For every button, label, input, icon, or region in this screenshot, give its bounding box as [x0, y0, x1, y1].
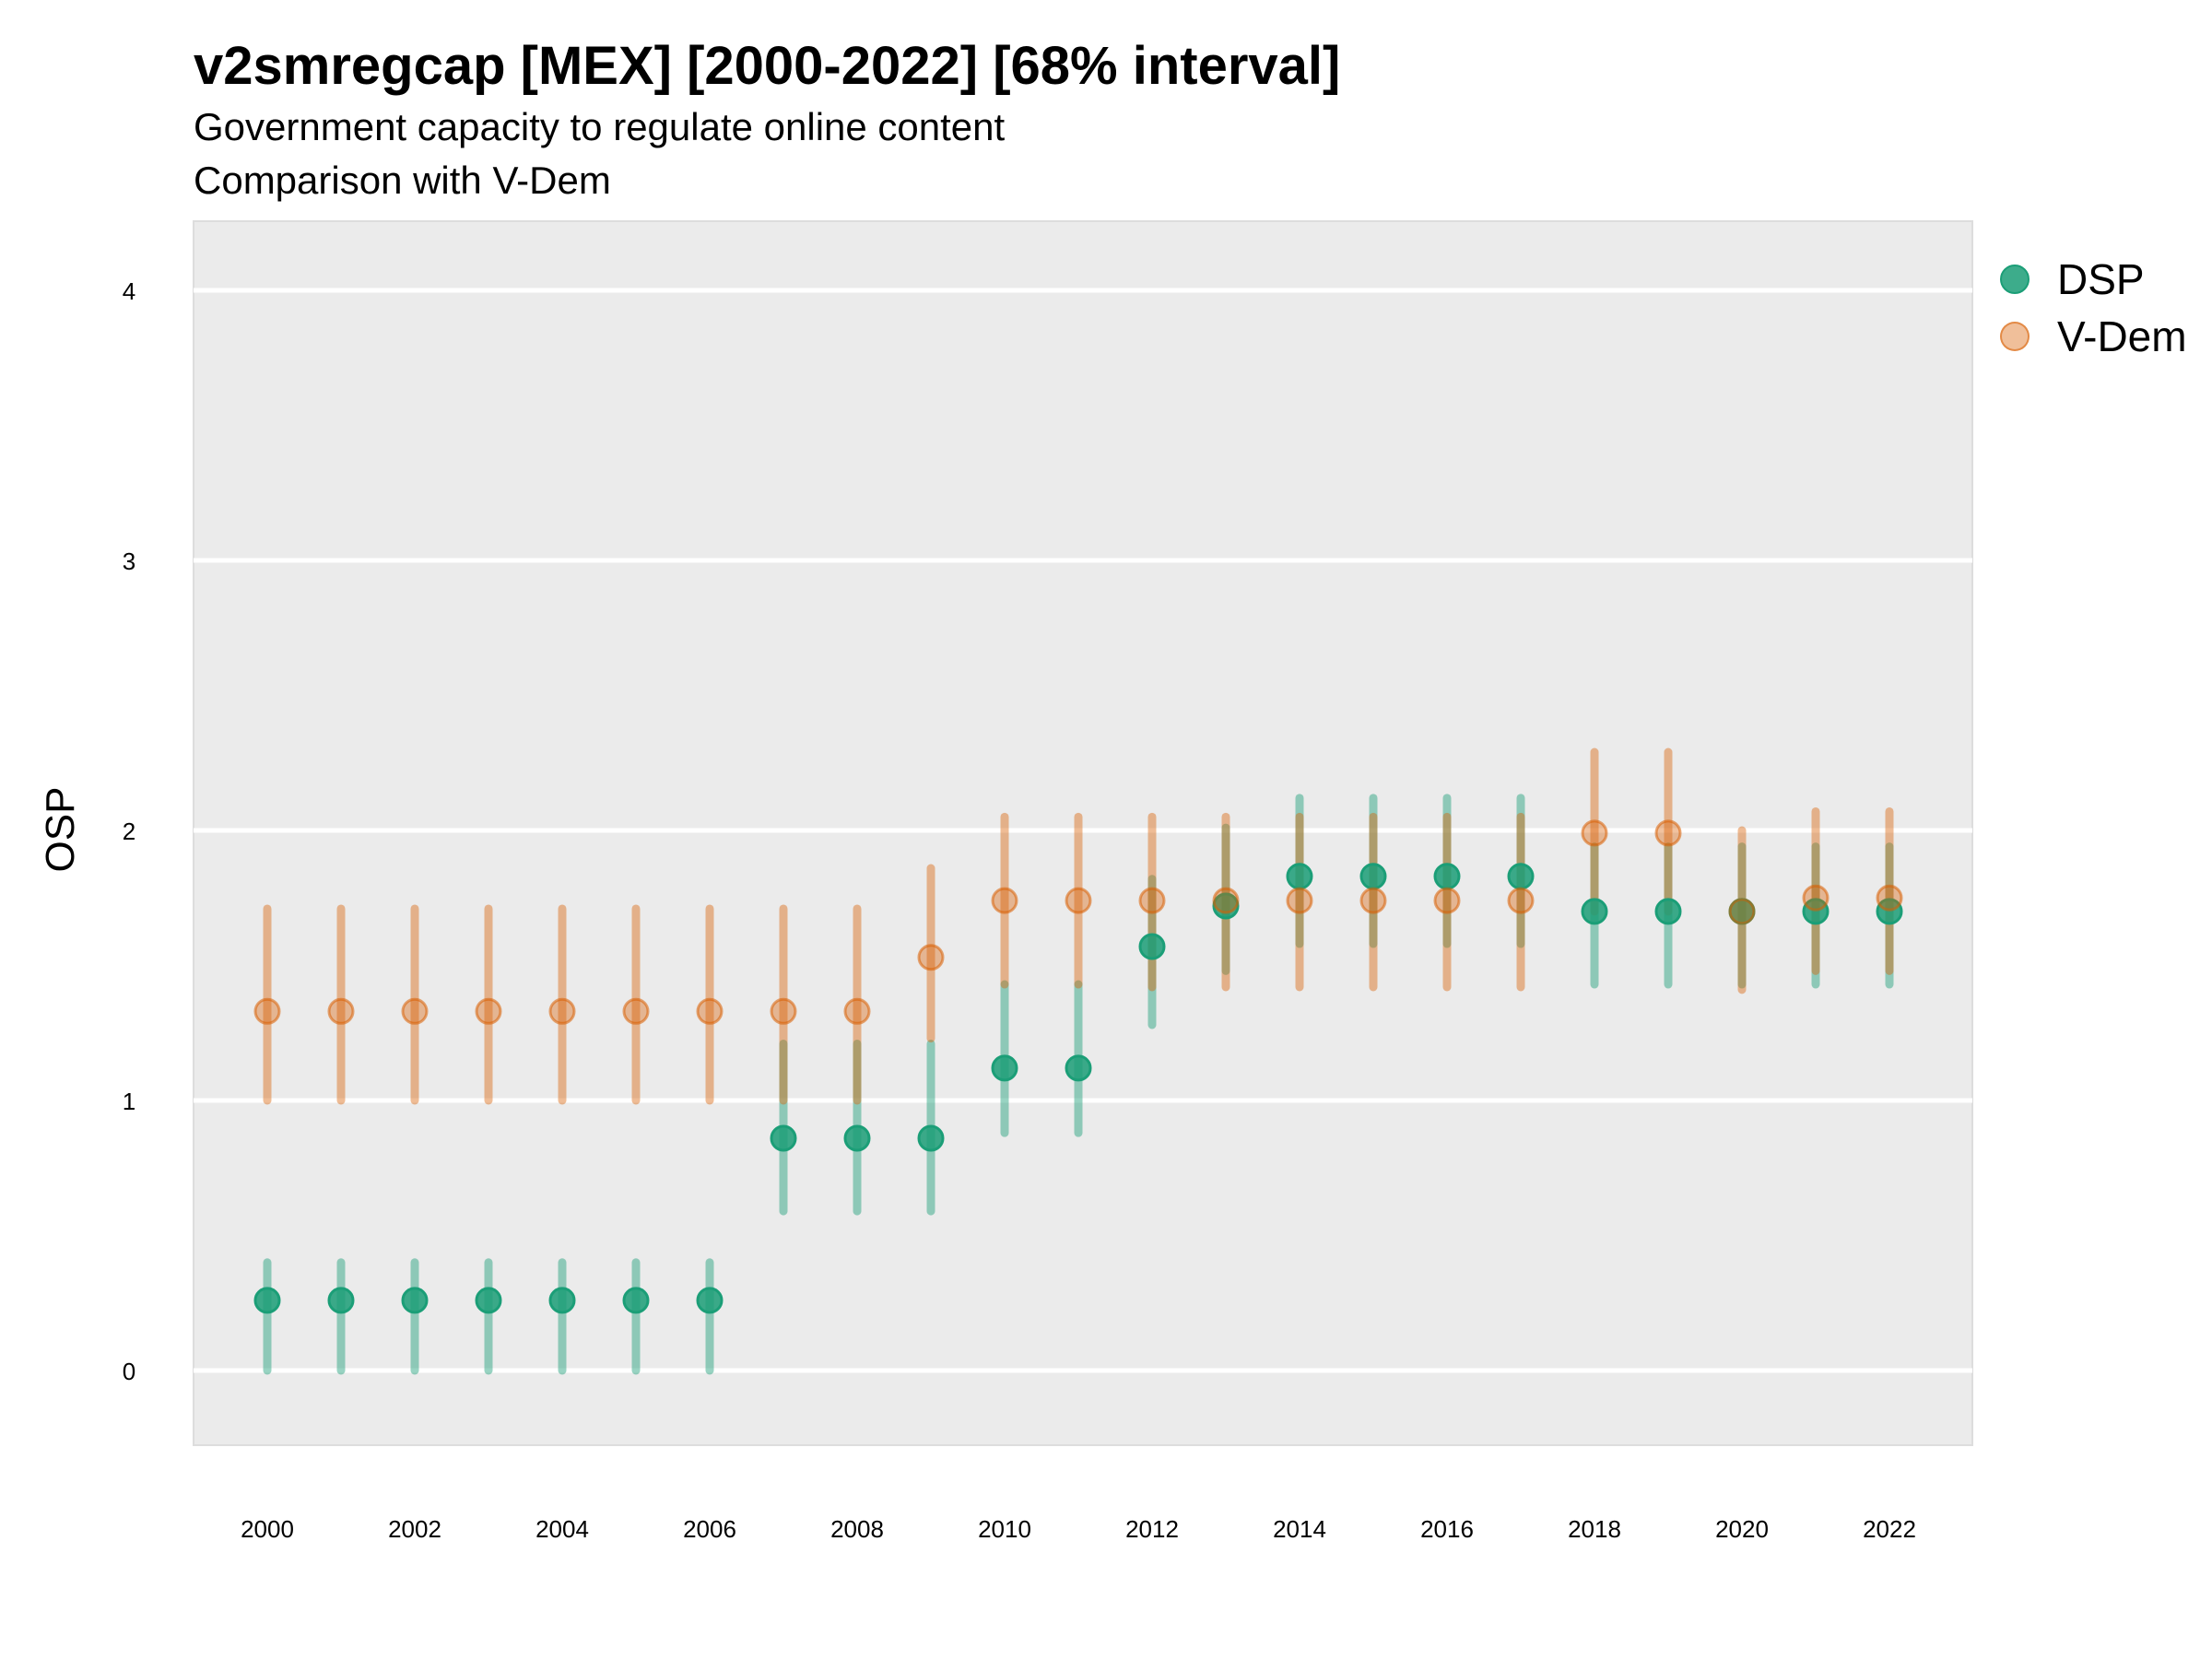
legend-dot-vdem-icon	[2000, 322, 2030, 351]
y-tick-label: 3	[123, 547, 135, 575]
point-dsp	[1286, 863, 1313, 890]
point-vdem	[1065, 887, 1092, 914]
point-dsp	[1433, 863, 1461, 890]
legend-label: DSP	[2057, 255, 2145, 303]
point-dsp	[1507, 863, 1535, 890]
x-tick-label: 2018	[1568, 1515, 1621, 1543]
point-dsp	[1359, 863, 1387, 890]
point-vdem	[1876, 884, 1903, 912]
x-tick-label: 2004	[535, 1515, 589, 1543]
point-vdem	[1433, 887, 1461, 914]
chart-subtitle: Government capacity to regulate online c…	[194, 105, 1006, 148]
chart-subtitle-2: Comparison with V-Dem	[194, 159, 611, 202]
y-axis-label: OSP	[38, 786, 83, 873]
x-tick-label: 2022	[1863, 1515, 1916, 1543]
point-dsp	[401, 1287, 429, 1314]
x-tick-label: 2020	[1715, 1515, 1769, 1543]
point-dsp	[1802, 898, 1830, 925]
x-tick-label: 2010	[978, 1515, 1031, 1543]
point-vdem	[1138, 887, 1166, 914]
legend: DSP V-Dem	[2000, 251, 2187, 365]
x-tick-label: 2016	[1420, 1515, 1474, 1543]
point-dsp	[1876, 898, 1903, 925]
x-tick-label: 2002	[388, 1515, 441, 1543]
point-dsp	[253, 1287, 281, 1314]
legend-dot-dsp-icon	[2000, 265, 2030, 294]
point-vdem	[1359, 887, 1387, 914]
x-tick-label: 2000	[241, 1515, 294, 1543]
point-vdem	[1728, 898, 1756, 925]
legend-label: V-Dem	[2057, 312, 2187, 360]
point-dsp	[1581, 898, 1608, 925]
chart-title: v2smregcap [MEX] [2000-2022] [68% interv…	[194, 36, 1341, 96]
point-vdem	[991, 887, 1018, 914]
point-vdem	[401, 997, 429, 1025]
x-tick-label: 2012	[1125, 1515, 1179, 1543]
y-tick-label: 2	[123, 818, 135, 845]
point-dsp	[770, 1124, 797, 1152]
y-tick-label: 1	[123, 1088, 135, 1115]
point-dsp	[327, 1287, 355, 1314]
point-vdem	[770, 997, 797, 1025]
point-dsp	[622, 1287, 650, 1314]
point-vdem	[1507, 887, 1535, 914]
x-tick-label: 2014	[1273, 1515, 1326, 1543]
point-dsp	[991, 1054, 1018, 1082]
point-vdem	[253, 997, 281, 1025]
legend-item-dsp: DSP	[2000, 251, 2187, 308]
y-tick-label: 4	[123, 277, 135, 305]
point-dsp	[1654, 898, 1682, 925]
point-dsp	[843, 1124, 871, 1152]
y-tick-label: 0	[123, 1358, 135, 1385]
point-vdem	[843, 997, 871, 1025]
point-vdem	[1581, 819, 1608, 847]
point-vdem	[1286, 887, 1313, 914]
point-vdem	[327, 997, 355, 1025]
point-dsp	[917, 1124, 945, 1152]
point-vdem	[622, 997, 650, 1025]
plot-panel	[193, 220, 1973, 1446]
point-dsp	[1065, 1054, 1092, 1082]
point-vdem	[1212, 887, 1240, 914]
point-vdem	[548, 997, 576, 1025]
legend-item-vdem: V-Dem	[2000, 308, 2187, 365]
x-tick-label: 2008	[830, 1515, 884, 1543]
point-dsp	[548, 1287, 576, 1314]
point-dsp	[475, 1287, 502, 1314]
point-vdem	[1802, 884, 1830, 912]
point-vdem	[696, 997, 724, 1025]
point-dsp	[696, 1287, 724, 1314]
x-tick-label: 2006	[683, 1515, 736, 1543]
point-vdem	[1654, 819, 1682, 847]
point-vdem	[475, 997, 502, 1025]
point-dsp	[1138, 933, 1166, 960]
point-vdem	[917, 944, 945, 971]
